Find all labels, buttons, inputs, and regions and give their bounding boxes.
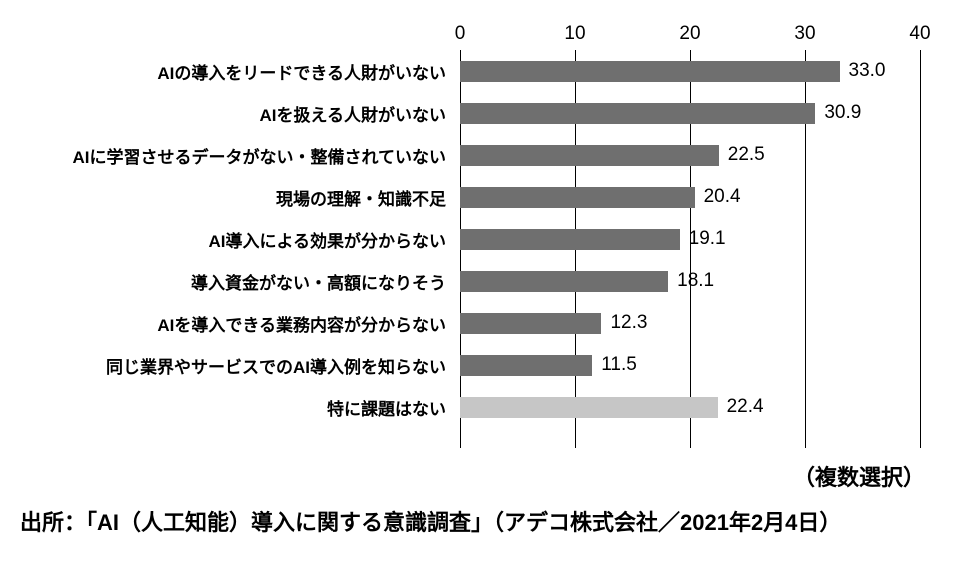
bar (460, 102, 816, 124)
bar (460, 270, 669, 292)
bar-value-label: 19.1 (688, 228, 726, 249)
gridline (804, 50, 806, 448)
category-labels: AIの導入をリードできる人財がいない AIを扱える人財がいない AIに学習させるデー… (20, 16, 460, 448)
category-label: AIの導入をリードできる人財がいない (157, 63, 446, 83)
multiple-selection-note: （複数選択） (792, 465, 925, 490)
bar-row: 11.5 (460, 344, 920, 386)
bar-row: 33.0 (460, 50, 920, 92)
bar-value-label: 20.4 (703, 186, 741, 207)
bar-row: 19.1 (460, 218, 920, 260)
bar-row: 20.4 (460, 176, 920, 218)
bar-value-label: 12.3 (610, 312, 648, 333)
bar-value-label: 33.0 (848, 60, 886, 81)
x-tick-label: 0 (454, 23, 466, 44)
bar-value-label: 22.5 (727, 144, 765, 165)
bar (460, 228, 680, 250)
gridline (689, 50, 691, 448)
bar-row: 22.4 (460, 386, 920, 428)
bar-value-label: 30.9 (824, 102, 862, 123)
bar (460, 60, 840, 82)
bar (460, 186, 695, 208)
source-caption: 出所：「AI（人工知能）導入に関する意識調査」（アデコ株式会社／2021年2月4… (20, 510, 842, 535)
bar (460, 354, 593, 376)
category-label: 現場の理解・知識不足 (276, 189, 446, 209)
x-tick-label: 30 (794, 23, 816, 44)
bar-row: 18.1 (460, 260, 920, 302)
x-tick-label: 10 (564, 23, 586, 44)
category-label: 同じ業界やサービスでのAI導入例を知らない (106, 357, 446, 377)
plot-area: 33.0 30.9 22.5 20.4 19.1 18.1 12.3 11.5 22.4 (459, 50, 921, 448)
gridline (919, 50, 921, 448)
bar (460, 144, 719, 166)
category-label: AI導入による効果が分からない (208, 231, 447, 251)
plot-outer: 0 10 20 30 40 33.0 30.9 22.5 20.4 19.1 18.1 12.3 11… (455, 16, 931, 448)
x-tick-label: 40 (909, 23, 931, 44)
bar-value-label: 18.1 (677, 270, 715, 291)
category-label: AIに学習させるデータがない・整備されていない (72, 147, 447, 167)
bar (460, 396, 718, 418)
bar-chart: AIの導入をリードできる人財がいない AIを扱える人財がいない AIに学習させるデー… (20, 16, 931, 448)
bar-row: 12.3 (460, 302, 920, 344)
category-label: AIを導入できる業務内容が分からない (157, 315, 446, 335)
category-label: AIを扱える人財がいない (259, 105, 447, 125)
bar-value-label: 22.4 (726, 396, 764, 417)
bar-row: 30.9 (460, 92, 920, 134)
bar (460, 312, 602, 334)
x-tick-label: 20 (679, 23, 701, 44)
x-axis: 0 10 20 30 40 (455, 16, 931, 50)
category-label: 導入資金がない・高額になりそう (191, 273, 446, 293)
bar-row: 22.5 (460, 134, 920, 176)
bar-value-label: 11.5 (601, 354, 637, 375)
category-label: 特に課題はない (327, 399, 446, 419)
